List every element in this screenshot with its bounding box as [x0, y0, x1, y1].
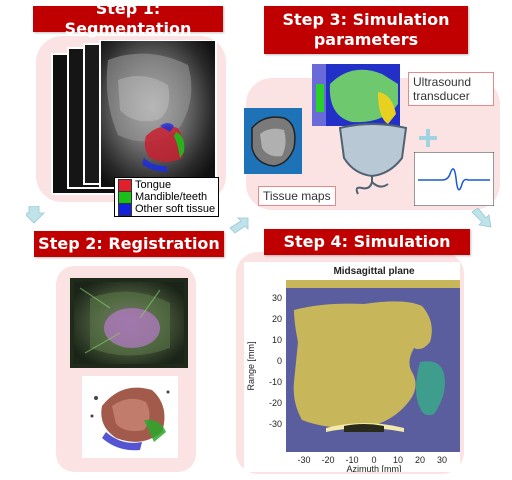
y-tick-label: 20 [272, 314, 282, 324]
legend-label-mandible-teeth: Mandible/teeth [135, 191, 208, 203]
x-tick-label: 20 [415, 455, 425, 465]
y-tick-label: -20 [269, 398, 282, 408]
registration-image-top [70, 278, 188, 368]
y-tick-label: -10 [269, 377, 282, 387]
registration-image-bottom [82, 376, 178, 458]
segmentation-legend: Tongue Mandible/teeth Other soft tissue [114, 177, 220, 217]
x-axis-label: Azimuth [mm] [346, 464, 401, 472]
tissue-map-image [312, 64, 400, 126]
simulation-plot: Midsagittal plane Range [mm] 30 20 10 0 … [244, 262, 460, 472]
y-axis-label: Range [mm] [246, 341, 256, 390]
tongue-region [293, 301, 432, 429]
arrow-step2-to-step3 [229, 217, 249, 234]
y-tick-label: 10 [272, 335, 282, 345]
x-tick-labels: -30 -20 -10 0 10 20 30 [297, 455, 447, 465]
legend-item-mandible-teeth: Mandible/teeth [118, 190, 215, 204]
y-tick-label: -30 [269, 419, 282, 429]
transducer-label: Ultrasound transducer [408, 72, 494, 106]
tissue-maps-label: Tissue maps [258, 186, 336, 206]
arrow-step1-to-step2 [26, 206, 45, 224]
step2-banner: Step 2: Registration [34, 231, 224, 257]
mandible-region [344, 424, 384, 432]
tissue-block-image [244, 108, 302, 174]
legend-label-other-soft-tissue: Other soft tissue [135, 203, 216, 215]
plot-top-band [286, 280, 460, 288]
x-tick-label: 10 [393, 455, 403, 465]
step3-banner: Step 3: Simulation parameters [264, 6, 468, 54]
transducer-shape [338, 123, 408, 195]
x-tick-label: 0 [371, 455, 376, 465]
pulse-waveform-plot [414, 152, 494, 206]
step1-banner: Step 1: Segmentation [33, 0, 223, 38]
plot-title: Midsagittal plane [333, 266, 415, 277]
mri-slice-stack [51, 40, 217, 195]
step4-banner: Step 4: Simulation [264, 229, 470, 255]
y-tick-labels: 30 20 10 0 -10 -20 -30 [269, 293, 282, 429]
legend-swatch-other-soft-tissue [118, 202, 132, 216]
soft-tissue-region [416, 361, 445, 416]
arrow-step3-to-step4 [471, 208, 492, 228]
y-tick-label: 30 [272, 293, 282, 303]
legend-label-tongue: Tongue [135, 179, 172, 191]
x-tick-label: -30 [297, 455, 310, 465]
y-tick-label: 0 [277, 356, 282, 366]
legend-item-other-soft-tissue: Other soft tissue [118, 202, 216, 216]
x-tick-label: 30 [437, 455, 447, 465]
x-tick-label: -10 [345, 455, 358, 465]
plus-icon [419, 129, 437, 147]
x-tick-label: -20 [321, 455, 334, 465]
legend-item-tongue: Tongue [118, 178, 215, 192]
